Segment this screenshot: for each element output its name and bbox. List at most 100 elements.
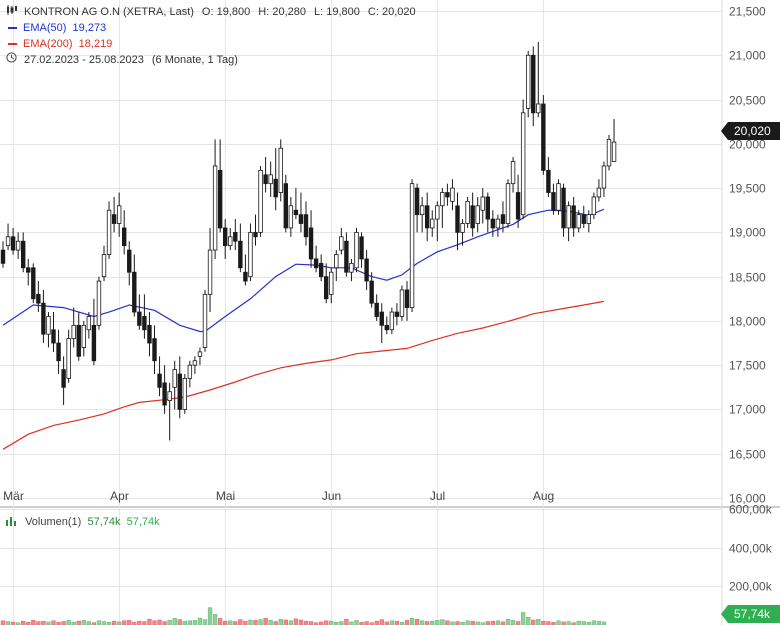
candle-body	[318, 262, 324, 278]
candle-body	[56, 342, 61, 362]
legend-ema200-row[interactable]: EMA(200) 18,219	[6, 36, 416, 52]
candle	[238, 223, 243, 273]
volume-bar	[435, 620, 440, 625]
candle-body	[182, 378, 187, 410]
candlestick-chart-icon[interactable]	[6, 4, 18, 20]
candle	[96, 276, 102, 330]
candle-body	[293, 209, 299, 216]
candle	[566, 201, 571, 242]
volume-bar	[359, 622, 364, 625]
candle-body	[207, 249, 213, 295]
candle-body	[541, 103, 546, 171]
x-tick-label: Aug	[533, 489, 554, 503]
y-tick-label: 20,000	[729, 138, 766, 152]
candle	[500, 201, 506, 233]
volume-bar	[51, 620, 56, 625]
volume-bar	[536, 618, 541, 625]
x-tick-label: Jul	[430, 489, 445, 503]
candle-body	[273, 178, 278, 198]
volume-bar	[228, 620, 233, 625]
candle-body	[202, 293, 208, 348]
candle-body	[142, 316, 147, 331]
candle	[374, 294, 379, 321]
volume-bar	[440, 619, 445, 625]
y-tick-label: 18,000	[729, 315, 766, 329]
candle	[81, 320, 86, 357]
candle	[541, 95, 546, 175]
close-label: C:	[367, 6, 379, 18]
candle	[0, 241, 6, 268]
volume-bar	[0, 620, 6, 625]
volume-bar	[106, 622, 112, 625]
volume-bar	[399, 622, 405, 625]
open-value: 19,800	[216, 6, 251, 18]
volume-bar	[409, 617, 415, 625]
candle-body	[222, 227, 228, 247]
candle	[581, 205, 586, 228]
candle	[152, 325, 157, 375]
candle-body	[96, 280, 102, 326]
volume-bar	[36, 621, 41, 625]
candle-body	[359, 236, 364, 260]
candle-body	[409, 183, 415, 309]
candle	[66, 329, 71, 383]
candle-body	[132, 271, 137, 313]
candle	[596, 179, 602, 202]
legend-range-row: 27.02.2023 - 25.08.2023 (6 Monate, 1 Tag…	[6, 52, 416, 68]
candle	[182, 374, 187, 414]
candle	[389, 307, 395, 335]
volume-bar	[207, 607, 213, 625]
volume-bar	[455, 621, 460, 625]
candle-body	[424, 205, 430, 229]
candle	[122, 210, 127, 255]
volume-bar	[192, 620, 198, 625]
volume-bar	[162, 621, 167, 625]
candle-body	[379, 311, 384, 326]
volume-bar	[460, 622, 465, 625]
volume-bar	[303, 620, 309, 625]
candle	[142, 294, 147, 339]
volume-bar	[551, 622, 556, 625]
price-gridlines	[0, 0, 722, 625]
candle	[318, 254, 324, 282]
volume-bar	[495, 620, 501, 625]
volume-bar	[223, 620, 228, 625]
candle	[515, 174, 521, 228]
candle-body	[419, 205, 425, 216]
volume-bar	[531, 619, 536, 625]
candle	[424, 192, 430, 242]
volume-bar	[374, 620, 379, 625]
volume-bar	[510, 620, 516, 625]
candle	[334, 250, 339, 282]
candle-body	[157, 373, 162, 388]
volume-bar	[96, 620, 102, 625]
candle	[56, 329, 61, 375]
volume-bar	[364, 621, 369, 625]
candle	[111, 196, 117, 233]
volume-bar	[288, 620, 294, 625]
volume-bar	[541, 620, 546, 625]
ema200-line	[2, 300, 605, 450]
candle-body	[31, 267, 36, 300]
volume-bar	[91, 622, 97, 625]
candle	[15, 232, 21, 259]
x-tick-label: Mär	[3, 489, 24, 503]
volume-bar	[586, 622, 591, 625]
y-tick-label: 17,500	[729, 359, 766, 373]
candle	[86, 312, 92, 339]
candle-body	[253, 231, 258, 238]
volume-bar	[344, 618, 349, 625]
volume-bar	[147, 618, 152, 625]
volume-bar	[490, 620, 496, 625]
volume-bar	[182, 620, 187, 625]
legend-ema50-row[interactable]: EMA(50) 19,273	[6, 20, 416, 36]
y-tick-label: 16,500	[729, 448, 766, 462]
candle-body	[283, 183, 288, 229]
ema50-swatch	[8, 27, 17, 29]
candle	[505, 179, 511, 228]
candle	[217, 139, 223, 233]
candle-body	[566, 205, 571, 229]
candle-body	[515, 192, 521, 220]
volume-bar	[187, 620, 192, 625]
